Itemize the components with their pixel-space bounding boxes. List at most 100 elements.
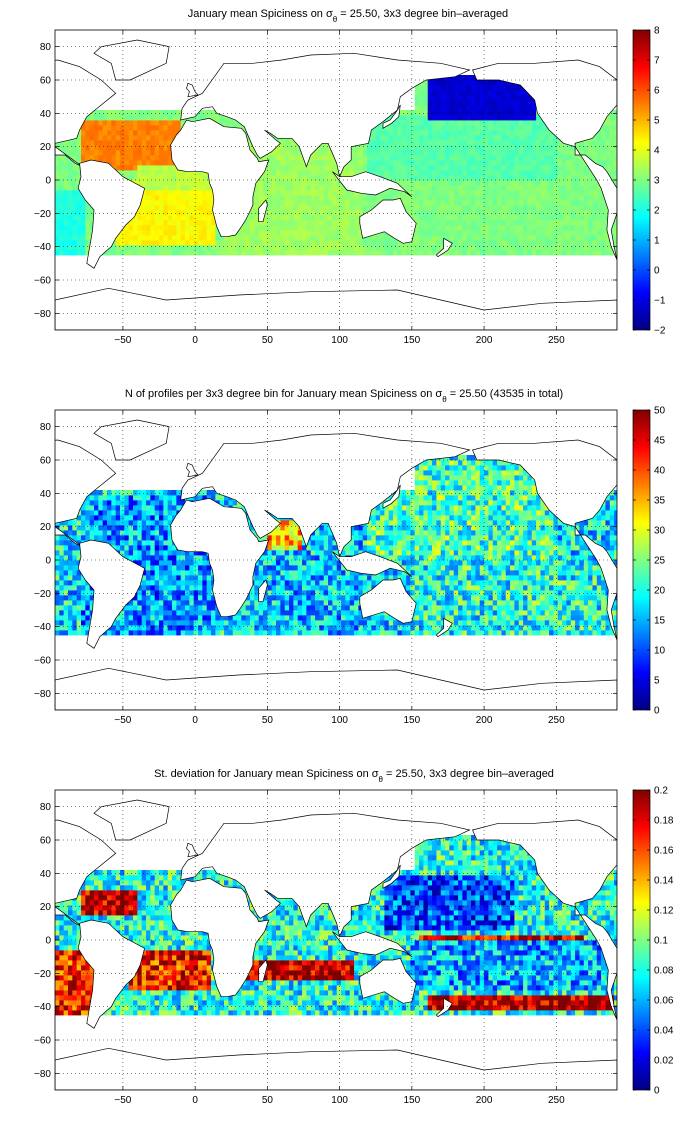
data-bin — [510, 165, 515, 171]
data-bin — [63, 600, 69, 606]
data-bin — [163, 165, 169, 171]
data-bin — [280, 220, 286, 226]
data-bin — [172, 110, 177, 116]
data-bin — [167, 125, 173, 131]
data-bin — [375, 145, 381, 151]
data-bin — [358, 245, 364, 251]
data-bin — [141, 225, 147, 231]
data-bin — [189, 195, 195, 201]
data-bin — [458, 95, 463, 101]
data-bin — [462, 220, 468, 226]
data-bin — [59, 235, 65, 241]
data-bin — [349, 200, 355, 206]
data-bin — [358, 145, 364, 151]
data-bin — [310, 175, 316, 181]
data-bin — [172, 185, 177, 191]
data-bin — [258, 240, 264, 246]
data-bin — [432, 165, 437, 171]
data-bin — [406, 170, 411, 176]
data-bin — [59, 560, 65, 566]
data-bin — [505, 85, 511, 91]
data-bin — [85, 115, 91, 121]
data-bin — [427, 135, 433, 141]
data-bin — [198, 175, 203, 181]
data-bin — [427, 200, 433, 206]
data-bin — [111, 120, 117, 126]
data-bin — [514, 210, 520, 216]
data-bin — [479, 195, 485, 201]
data-bin — [180, 195, 186, 201]
data-bin — [497, 185, 502, 191]
data-bin — [141, 605, 147, 611]
data-bin — [358, 210, 364, 216]
data-bin — [154, 520, 160, 526]
data-bin — [458, 115, 463, 121]
data-bin — [492, 110, 498, 116]
data-bin — [410, 245, 416, 251]
data-bin — [206, 200, 212, 206]
data-bin — [471, 135, 476, 141]
data-bin — [527, 245, 533, 251]
data-bin — [141, 135, 147, 141]
data-bin — [137, 545, 143, 551]
data-bin — [59, 185, 65, 191]
data-bin — [540, 235, 546, 241]
data-bin — [120, 630, 125, 636]
data-bin — [107, 115, 112, 121]
data-bin — [180, 555, 186, 561]
data-bin — [85, 535, 91, 541]
data-bin — [302, 180, 307, 186]
data-bin — [176, 115, 182, 121]
data-bin — [63, 610, 69, 616]
data-bin — [193, 115, 199, 121]
data-bin — [85, 605, 91, 611]
data-bin — [293, 170, 299, 176]
data-bin — [293, 200, 299, 206]
data-bin — [371, 150, 377, 156]
data-bin — [488, 245, 494, 251]
data-bin — [488, 200, 494, 206]
data-bin — [146, 135, 151, 141]
data-bin — [406, 250, 411, 256]
data-bin — [518, 120, 524, 126]
data-bin — [146, 215, 151, 221]
data-bin — [323, 205, 329, 211]
data-bin — [81, 220, 86, 226]
data-bin — [484, 110, 489, 116]
data-bin — [72, 225, 78, 231]
data-bin — [81, 230, 86, 236]
data-bin — [492, 90, 498, 96]
data-bin — [362, 160, 368, 166]
data-bin — [137, 110, 143, 116]
data-bin — [185, 210, 190, 216]
data-bin — [536, 200, 541, 206]
data-bin — [271, 160, 277, 166]
data-bin — [336, 240, 342, 246]
data-bin — [436, 100, 442, 106]
data-bin — [380, 230, 385, 236]
data-bin — [401, 250, 407, 256]
data-bin — [172, 125, 177, 131]
data-bin — [536, 250, 541, 256]
data-bin — [276, 160, 281, 166]
data-bin — [466, 210, 472, 216]
data-bin — [458, 230, 463, 236]
data-bin — [176, 580, 182, 586]
data-bin — [336, 190, 342, 196]
data-bin — [406, 125, 411, 131]
data-bin — [562, 145, 567, 151]
data-bin — [410, 150, 416, 156]
data-bin — [68, 245, 73, 251]
data-bin — [111, 525, 117, 531]
data-bin — [445, 165, 450, 171]
data-bin — [462, 155, 468, 161]
data-bin — [523, 215, 528, 221]
data-bin — [85, 240, 91, 246]
data-bin — [271, 225, 277, 231]
data-bin — [141, 585, 147, 591]
data-bin — [141, 600, 147, 606]
data-bin — [124, 135, 130, 141]
data-bin — [445, 225, 450, 231]
data-bin — [475, 160, 481, 166]
data-bin — [63, 215, 69, 221]
